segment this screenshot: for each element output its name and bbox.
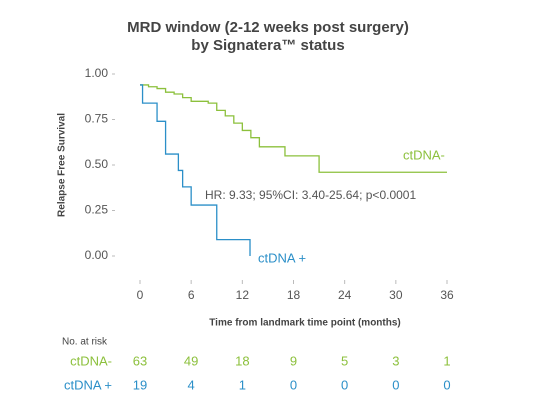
risk-count: 1	[443, 353, 450, 368]
x-tick-label: 30	[389, 288, 403, 302]
y-tick-label: 1.00	[85, 66, 109, 80]
survival-curve	[140, 84, 251, 256]
chart-title: by Signatera™ status	[191, 37, 344, 54]
chart-title: MRD window (2-12 weeks post surgery)	[127, 19, 409, 36]
x-tick-label: 0	[137, 288, 144, 302]
x-tick-label: 24	[338, 288, 352, 302]
risk-table-title: No. at risk	[62, 337, 108, 348]
risk-count: 18	[235, 353, 249, 368]
risk-count: 0	[392, 377, 399, 392]
risk-count: 4	[188, 377, 195, 392]
risk-count: 0	[443, 377, 450, 392]
risk-count: 63	[133, 353, 147, 368]
risk-row-label: ctDNA +	[64, 377, 112, 392]
x-tick-label: 36	[440, 288, 454, 302]
risk-count: 0	[290, 377, 297, 392]
x-tick-label: 12	[236, 288, 250, 302]
y-axis-label: Relapse Free Survival	[57, 113, 68, 217]
annotation: HR: 9.33; 95%CI: 3.40-25.64; p<0.0001	[205, 188, 416, 202]
x-axis-label: Time from landmark time point (months)	[209, 318, 401, 329]
risk-count: 19	[133, 377, 147, 392]
series-label: ctDNA-	[403, 147, 445, 162]
risk-count: 49	[184, 353, 198, 368]
series-label: ctDNA +	[258, 250, 306, 265]
y-tick-label: 0.75	[85, 112, 109, 126]
survival-curve	[140, 84, 447, 173]
x-tick-label: 6	[188, 288, 195, 302]
risk-count: 9	[290, 353, 297, 368]
y-tick-label: 0.50	[85, 157, 109, 171]
y-tick-label: 0.25	[85, 203, 109, 217]
risk-count: 1	[239, 377, 246, 392]
x-tick-label: 18	[287, 288, 301, 302]
risk-count: 5	[341, 353, 348, 368]
y-tick-label: 0.00	[85, 248, 109, 262]
risk-count: 0	[341, 377, 348, 392]
risk-count: 3	[392, 353, 399, 368]
risk-row-label: ctDNA-	[70, 353, 112, 368]
